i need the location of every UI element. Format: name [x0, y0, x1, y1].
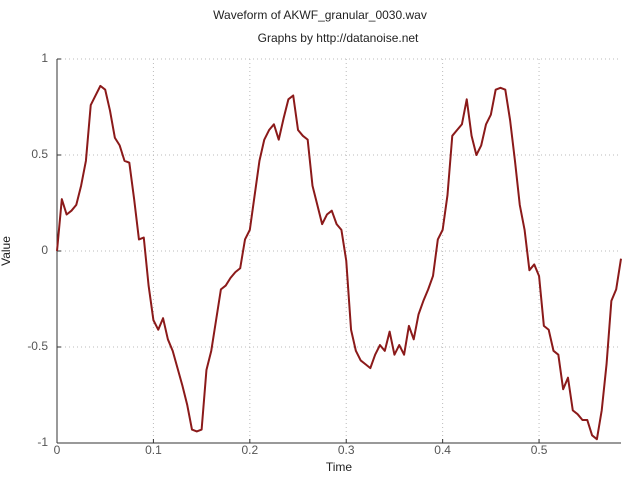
x-tick-label: 0.1 — [145, 443, 162, 457]
x-axis-label: Time — [326, 460, 353, 474]
y-tick-label: 1 — [41, 51, 48, 65]
y-tick-label: 0 — [41, 243, 48, 257]
chart-title: Waveform of AKWF_granular_0030.wav — [213, 8, 427, 22]
x-tick-label: 0 — [54, 443, 61, 457]
y-tick-label: -1 — [37, 435, 48, 449]
waveform-line — [56, 84, 622, 441]
y-tick-label: 0.5 — [31, 147, 48, 161]
y-tick-label: -0.5 — [27, 339, 48, 353]
x-tick-label: 0.5 — [531, 443, 548, 457]
chart-subtitle: Graphs by http://datanoise.net — [258, 31, 419, 45]
x-tick-label: 0.2 — [241, 443, 258, 457]
y-axis-label: Value — [0, 236, 13, 266]
x-tick-label: 0.3 — [338, 443, 355, 457]
x-tick-label: 0.4 — [434, 443, 451, 457]
